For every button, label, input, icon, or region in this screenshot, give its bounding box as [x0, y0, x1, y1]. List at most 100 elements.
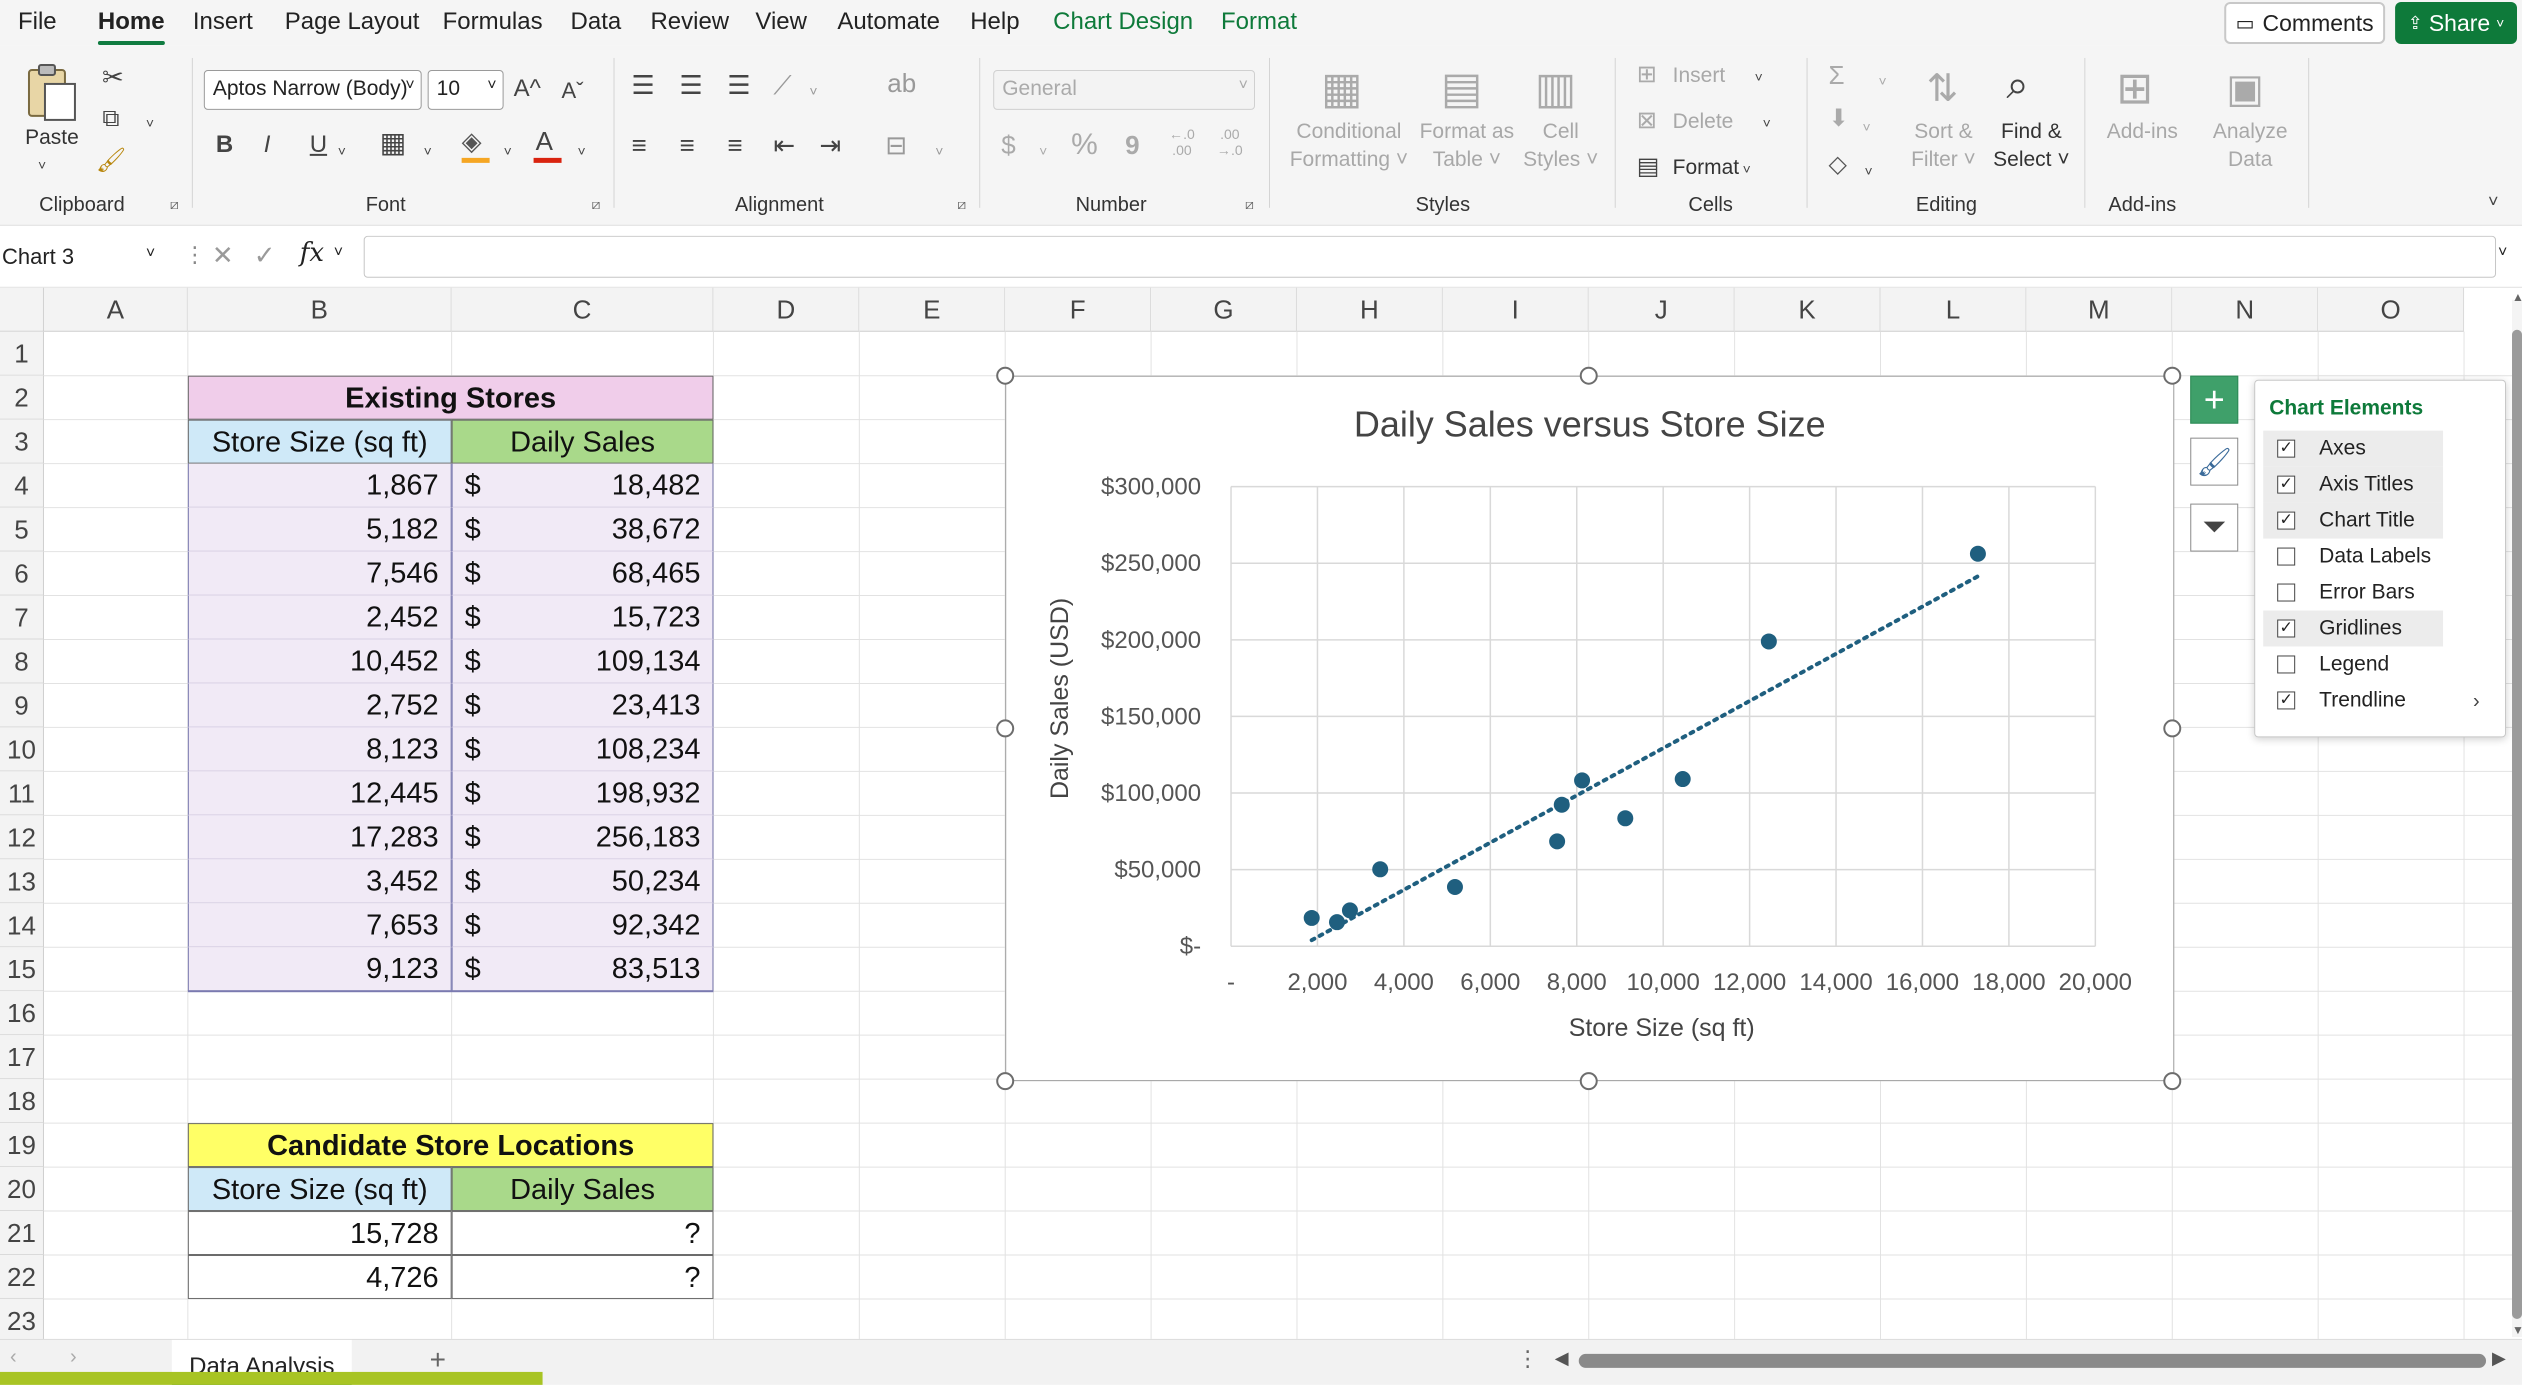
clipboard-launcher-icon[interactable]: ⧄ — [169, 195, 179, 212]
underline-button[interactable]: U — [309, 130, 328, 158]
chart-element-error-bars[interactable]: Error Bars — [2263, 575, 2443, 611]
checkbox-icon[interactable]: ✓ — [2277, 619, 2296, 638]
increase-indent-icon[interactable]: ⇥ — [819, 129, 842, 160]
candidate-size-cell[interactable]: 15,728 — [187, 1211, 452, 1256]
existing-size-cell[interactable]: 9,123 — [187, 947, 452, 992]
fx-dropdown-icon[interactable]: ˅ — [333, 243, 344, 261]
format-cells-button[interactable]: Format — [1672, 155, 1740, 179]
align-right-icon[interactable]: ≡ — [727, 129, 743, 160]
orientation-dropdown-icon[interactable]: ˅ — [809, 82, 818, 99]
data-point[interactable] — [1446, 879, 1463, 895]
row-header-16[interactable]: 16 — [0, 991, 44, 1036]
menu-view[interactable]: View — [755, 7, 807, 35]
copy-dropdown-icon[interactable]: ˅ — [145, 114, 155, 131]
insert-cells-icon[interactable]: ⊞ — [1636, 60, 1657, 88]
column-header-O[interactable]: O — [2318, 287, 2465, 332]
chart-element-axis-titles[interactable]: ✓ Axis Titles — [2263, 466, 2444, 503]
candidate-size-header[interactable]: Store Size (sq ft) — [187, 1167, 452, 1212]
existing-size-cell[interactable]: 1,867 — [187, 463, 452, 508]
italic-button[interactable]: I — [263, 130, 271, 158]
percent-icon[interactable]: % — [1071, 127, 1098, 161]
cancel-icon[interactable]: ✕ — [211, 239, 234, 270]
add-sheet-button[interactable]: + — [429, 1343, 447, 1375]
menu-automate[interactable]: Automate — [837, 7, 940, 35]
more-icon[interactable]: ⋮ — [183, 241, 206, 267]
row-header-18[interactable]: 18 — [0, 1079, 44, 1124]
cell-styles-icon[interactable]: ▥ — [1534, 63, 1577, 113]
row-header-15[interactable]: 15 — [0, 947, 44, 992]
insert-cells-button[interactable]: Insert — [1672, 63, 1726, 87]
data-point[interactable] — [1553, 796, 1570, 813]
chart-elements-button[interactable]: + — [2190, 375, 2239, 424]
existing-sales-cell[interactable]: $256,183 — [451, 815, 714, 860]
data-point[interactable] — [1617, 810, 1634, 827]
add-ins-icon[interactable]: ⊞ — [2116, 63, 2154, 113]
clear-dropdown-icon[interactable]: ˅ — [1864, 162, 1873, 179]
decrease-decimal-icon[interactable]: .00 →.0 — [1217, 125, 1243, 158]
scroll-right-icon[interactable]: ▶ — [2492, 1347, 2506, 1368]
data-point[interactable] — [1341, 902, 1358, 919]
analyze-data-icon[interactable]: ▣ — [2226, 66, 2265, 111]
insert-function-icon[interactable]: fx — [299, 237, 325, 268]
paste-dropdown-icon[interactable]: ˅ — [37, 156, 47, 173]
fill-dropdown-icon[interactable]: ˅ — [1862, 118, 1871, 135]
checkbox-icon[interactable]: ✓ — [2277, 439, 2296, 458]
existing-size-cell[interactable]: 10,452 — [187, 639, 452, 684]
data-point[interactable] — [1549, 833, 1566, 850]
column-header-L[interactable]: L — [1880, 287, 2027, 332]
cut-icon[interactable]: ✂ — [102, 61, 124, 92]
existing-sales-cell[interactable]: $18,482 — [451, 463, 714, 508]
resize-handle-top[interactable] — [1579, 366, 1598, 385]
font-name-select[interactable]: Aptos Narrow (Body) ˅ — [203, 69, 422, 110]
row-header-19[interactable]: 19 — [0, 1123, 44, 1168]
row-header-10[interactable]: 10 — [0, 727, 44, 772]
existing-sales-cell[interactable]: $83,513 — [451, 947, 714, 992]
conditional-formatting-icon[interactable]: ▦ — [1320, 63, 1363, 113]
column-header-I[interactable]: I — [1442, 287, 1589, 332]
row-header-9[interactable]: 9 — [0, 683, 44, 728]
collapse-ribbon-icon[interactable]: ˅ — [2488, 190, 2499, 211]
chart-styles-button[interactable]: 🖌 — [2190, 437, 2239, 486]
horizontal-scroll-thumb[interactable] — [1578, 1353, 2487, 1368]
data-point[interactable] — [1969, 545, 1986, 562]
format-cells-icon[interactable]: ▤ — [1636, 152, 1660, 180]
align-bottom-icon[interactable]: ☰ — [727, 69, 751, 100]
column-header-D[interactable]: D — [713, 287, 860, 332]
existing-sales-cell[interactable]: $108,234 — [451, 727, 714, 772]
alignment-launcher-icon[interactable]: ⧄ — [957, 195, 967, 212]
scroll-down-icon[interactable]: ▼ — [2512, 1322, 2523, 1337]
column-header-G[interactable]: G — [1151, 287, 1297, 332]
candidate-title[interactable]: Candidate Store Locations — [187, 1123, 714, 1168]
delete-cells-icon[interactable]: ⊠ — [1636, 106, 1657, 134]
data-point[interactable] — [1574, 772, 1591, 789]
row-header-14[interactable]: 14 — [0, 903, 44, 948]
decrease-indent-icon[interactable]: ⇤ — [773, 129, 796, 160]
existing-sales-cell[interactable]: $50,234 — [451, 859, 714, 904]
find-select-button[interactable]: Find & Select ˅ — [1993, 119, 2070, 171]
menu-data[interactable]: Data — [570, 7, 622, 35]
row-header-4[interactable]: 4 — [0, 463, 44, 508]
menu-page-layout[interactable]: Page Layout — [284, 7, 420, 35]
fill-icon[interactable]: ⬇ — [1828, 104, 1849, 132]
font-color-dropdown-icon[interactable]: ˅ — [577, 142, 586, 159]
row-header-8[interactable]: 8 — [0, 639, 44, 684]
existing-sales-cell[interactable]: $38,672 — [451, 507, 714, 552]
number-format-select[interactable]: General ˅ — [993, 69, 1256, 110]
scroll-up-icon[interactable]: ▲ — [2512, 289, 2523, 304]
format-as-table-icon[interactable]: ▤ — [1440, 63, 1483, 113]
currency-dropdown-icon[interactable]: ˅ — [1039, 142, 1048, 159]
resize-handle-top-right[interactable] — [2163, 366, 2182, 385]
comma-style-icon[interactable]: 9 — [1125, 129, 1140, 160]
existing-sales-cell[interactable]: $23,413 — [451, 683, 714, 728]
row-header-17[interactable]: 17 — [0, 1035, 44, 1080]
checkbox-icon[interactable] — [2277, 655, 2296, 674]
share-button[interactable]: ⇪ Share ˅ — [2395, 1, 2518, 44]
resize-handle-bottom[interactable] — [1579, 1072, 1598, 1091]
column-header-E[interactable]: E — [859, 287, 1006, 332]
existing-size-cell[interactable]: 12,445 — [187, 771, 452, 816]
delete-cells-button[interactable]: Delete — [1672, 109, 1734, 133]
row-header-7[interactable]: 7 — [0, 595, 44, 640]
row-header-22[interactable]: 22 — [0, 1255, 44, 1299]
decrease-font-size-icon[interactable]: Aˇ — [561, 77, 584, 103]
resize-handle-bottom-left[interactable] — [996, 1072, 1015, 1091]
